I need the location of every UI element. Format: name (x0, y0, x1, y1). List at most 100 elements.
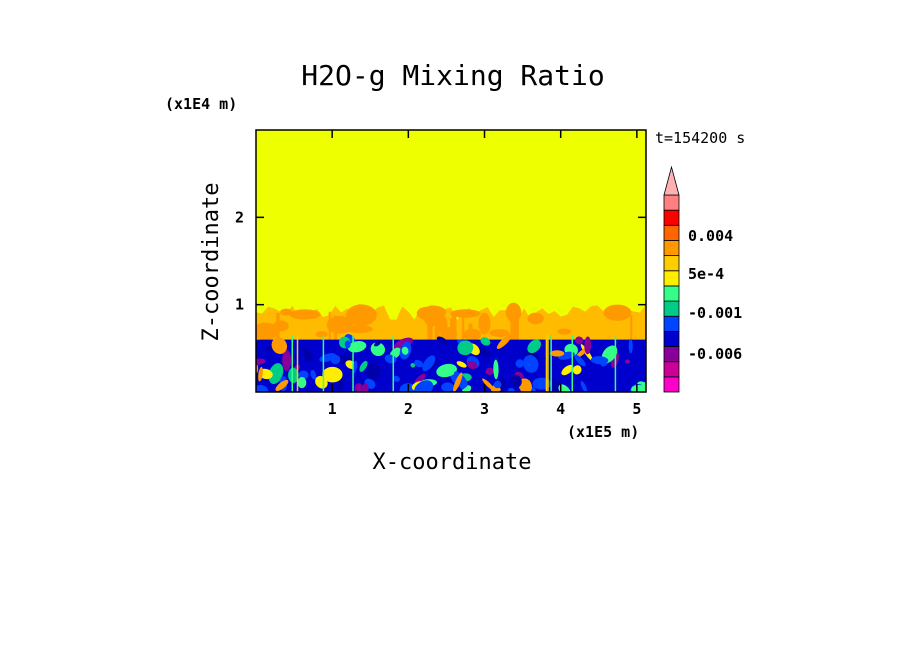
eddy-patch (337, 377, 344, 392)
eddy-patch (457, 340, 474, 356)
plume-patch (527, 312, 544, 325)
plume-patch (557, 328, 572, 335)
colorbar: -0.006 -0.001 5e-4 0.004 (663, 165, 742, 393)
eddy-patch (297, 377, 307, 389)
colorbar-band (663, 224, 680, 241)
eddy-patch (282, 349, 292, 371)
eddy-patch (275, 379, 289, 391)
eddy-patch (515, 359, 525, 368)
eddy-patch (256, 358, 266, 365)
colorbar-band (663, 361, 680, 378)
eddy-patch (561, 364, 574, 376)
plume-patch (450, 309, 481, 318)
eddy-patch (401, 346, 409, 355)
eddy-patch (359, 360, 368, 372)
updraft-streak (547, 335, 549, 392)
updraft-streak (291, 335, 293, 392)
eddy-patch (288, 367, 299, 383)
y-tick-label: 1 (235, 296, 244, 314)
eddy-patch (441, 382, 455, 392)
x-axis-label: X-coordinate (373, 450, 532, 475)
y-tick-label: 2 (235, 208, 244, 226)
eddy-patch (436, 336, 448, 345)
eddy-patch (558, 384, 572, 392)
updraft-streak (322, 335, 325, 392)
colorbar-band (663, 209, 680, 226)
eddy-patch (628, 339, 633, 354)
plume-patch (280, 308, 293, 316)
eddy-patch (410, 362, 416, 368)
colorbar-band (663, 315, 680, 332)
eddy-patch (493, 359, 499, 380)
updraft-streak (296, 335, 299, 392)
eddy-patch (624, 359, 630, 364)
colorbar-band (663, 194, 680, 211)
colorbar-arrow (663, 165, 680, 196)
plume-patch (326, 316, 354, 334)
axis-ticks: 1 2 3 4 5 1 2 (235, 130, 646, 418)
eddy-patch (499, 377, 507, 392)
plume-patch (273, 320, 289, 332)
x-scale-label: (x1E5 m) (567, 423, 639, 441)
y-scale-label: (x1E4 m) (165, 95, 237, 113)
updraft-streak (392, 335, 395, 392)
chart-title: H2O-g Mixing Ratio (301, 59, 604, 92)
time-label: t=154200 s (655, 129, 745, 147)
eddy-patch (482, 378, 495, 391)
colorbar-band (663, 300, 680, 317)
eddy-patch (361, 383, 369, 392)
plume-patch (289, 309, 321, 320)
eddy-patch (549, 350, 565, 357)
updraft-streak (550, 335, 552, 392)
eddy-patch (271, 337, 288, 354)
eddy-patch (374, 340, 381, 347)
eddy-patch (414, 359, 424, 368)
eddy-patch (575, 336, 584, 345)
colorbar-band (663, 330, 680, 347)
eddy-patch (414, 380, 434, 392)
plot-frame (255, 129, 647, 393)
plume-streak (427, 307, 433, 360)
eddy-patch (580, 381, 588, 392)
eddy-patch (510, 374, 522, 388)
colorbar-label: 5e-4 (688, 265, 724, 283)
eddy-patch (485, 367, 494, 375)
colorbar-band (663, 376, 680, 393)
colorbar-band (663, 346, 680, 363)
eddy-patch (527, 339, 541, 354)
plume-patch (489, 329, 510, 337)
y-axis-label: Z-coordinate (199, 183, 224, 342)
eddy-patch (584, 336, 592, 355)
x-tick-label: 2 (404, 400, 413, 418)
plume-patch (256, 322, 279, 340)
eddy-patch (453, 372, 463, 392)
eddy-patch (575, 347, 588, 358)
eddy-patch (322, 366, 343, 383)
x-tick-label: 5 (632, 400, 641, 418)
eddy-patch (493, 380, 502, 389)
eddy-patch (344, 340, 351, 349)
colorbar-band (663, 285, 680, 302)
updraft-streak (545, 335, 548, 392)
eddy-patch (523, 355, 539, 373)
updraft-streak (614, 335, 617, 392)
colorbar-band (663, 240, 680, 257)
plume-patch (315, 331, 328, 338)
plume-streak (630, 315, 633, 361)
x-tick-label: 4 (556, 400, 565, 418)
eddy-patch (422, 355, 436, 372)
eddy-patch (302, 348, 313, 362)
eddy-patch (480, 337, 491, 346)
eddy-patch (590, 356, 609, 365)
colorbar-label: -0.006 (688, 345, 742, 363)
updraft-streak (571, 335, 574, 392)
colorbar-label: 0.004 (688, 227, 733, 245)
eddy-patch (298, 370, 309, 380)
plume-patch (354, 304, 366, 317)
eddy-patch (496, 333, 513, 349)
x-tick-label: 1 (328, 400, 337, 418)
eddy-patch (574, 354, 586, 367)
updraft-streak (352, 335, 354, 392)
eddy-patch (330, 354, 341, 365)
eddy-patch (310, 369, 317, 380)
